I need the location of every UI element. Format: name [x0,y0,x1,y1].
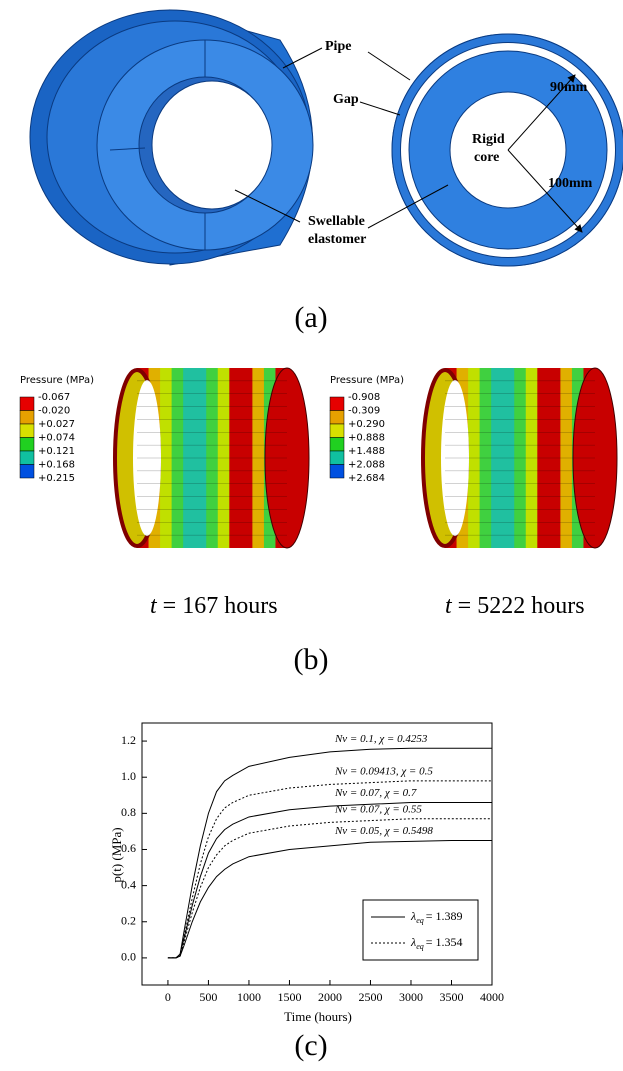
contour-level: +0.290 [348,419,385,430]
contour-level: -0.020 [38,406,70,417]
y-tick-label: 0.2 [121,914,136,928]
label-elastomer: elastomer [308,232,366,247]
caption: (a) [294,301,327,334]
t-caption: t = 167 hours [150,593,278,619]
contour-swatch [20,424,34,438]
series-annotation: Nv = 0.1, χ = 0.4253 [334,733,428,745]
y-tick-label: 1.0 [121,769,136,783]
contour-swatch [20,465,34,479]
pipe-3d [30,10,313,265]
legend-title: Pressure (MPa) [20,375,94,386]
contour-swatch [20,411,34,425]
series-annotation: Nv = 0.07, χ = 0.7 [334,787,417,799]
text-part: = 1.389 [426,909,463,923]
label-radius: 90mm [550,80,588,95]
contour-swatch [20,438,34,452]
text-part: t [445,593,453,619]
x-tick-label: 1000 [237,990,261,1004]
contour-level: -0.908 [348,392,380,403]
legend-title: Pressure (MPa) [330,375,404,386]
contour-level: +0.168 [38,460,75,471]
y-tick-label: 0.8 [121,805,136,819]
x-tick-label: 0 [165,990,171,1004]
contour-level: -0.309 [348,406,380,417]
cylinder [423,368,617,548]
contour-swatch [330,411,344,425]
label-pipe: Pipe [325,39,351,54]
contour-level: +2.088 [348,460,385,471]
x-axis-label: Time (hours) [284,1009,352,1024]
y-tick-label: 0.4 [121,877,136,891]
contour-level: +0.074 [38,433,75,444]
y-tick-label: 0.6 [121,841,136,855]
text-part: = 1.354 [426,935,463,949]
text-part: = 167 hours [163,593,278,619]
label-core: core [474,150,499,165]
contour-level: -0.067 [38,392,70,403]
series-annotation: Nv = 0.05, χ = 0.5498 [334,825,433,837]
contour-swatch [20,451,34,465]
text-part: = 5222 hours [458,593,585,619]
x-tick-label: 3000 [399,990,423,1004]
x-tick-label: 2500 [358,990,382,1004]
text-part: t [150,593,158,619]
cross-section [392,34,623,266]
contour-swatch [330,438,344,452]
contour-swatch [330,397,344,411]
contour-level: +0.215 [38,473,75,484]
t-caption: t = 5222 hours [445,593,585,619]
caption: (b) [294,643,329,676]
x-tick-label: 3500 [439,990,463,1004]
y-tick-label: 1.2 [121,733,136,747]
contour-level: +1.488 [348,446,385,457]
label-elastomer: Swellable [308,214,365,229]
text-part: eq [416,916,424,925]
contour-swatch [330,451,344,465]
contour-swatch [330,424,344,438]
contour-level: +0.888 [348,433,385,444]
text-part: eq [416,942,424,951]
y-tick-label: 0.0 [121,950,136,964]
caption: (c) [294,1029,327,1062]
label-radius: 100mm [548,176,593,191]
x-tick-label: 500 [199,990,217,1004]
x-tick-label: 4000 [480,990,504,1004]
figure: Pipe Gap Swellable elastomer Rigid core … [0,0,623,1071]
series-annotation: Nv = 0.09413, χ = 0.5 [334,765,433,777]
label-core: Rigid [472,132,505,147]
cylinder [115,368,309,548]
series-annotation: Nv = 0.07, χ = 0.55 [334,803,422,815]
contour-level: +2.684 [348,473,385,484]
x-tick-label: 1500 [277,990,301,1004]
contour-swatch [330,465,344,479]
contour-swatch [20,397,34,411]
contour-level: +0.027 [38,419,75,430]
contour-level: +0.121 [38,446,75,457]
label-gap: Gap [333,92,359,107]
x-tick-label: 2000 [318,990,342,1004]
